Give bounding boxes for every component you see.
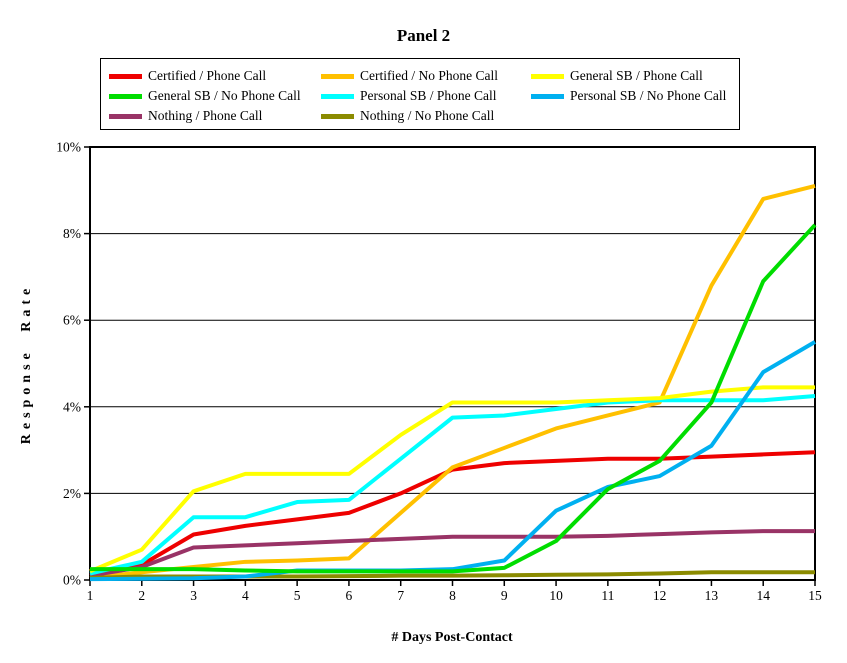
y-tick-label: 6% bbox=[63, 313, 81, 328]
x-tick-label: 5 bbox=[294, 588, 301, 603]
legend-label: Certified / No Phone Call bbox=[360, 68, 498, 83]
series-line-nothing-phone-call bbox=[89, 529, 815, 578]
y-tick-label: 10% bbox=[56, 140, 81, 155]
axes: 0%2%4%6%8%10%1 2 3 4 5 6 7 8 9 10 11 12 13 14 15 bbox=[56, 140, 822, 604]
x-tick-label: 15 bbox=[808, 588, 822, 603]
legend-label: General SB / Phone Call bbox=[570, 68, 703, 83]
x-axis-title: # Days Post-Contact bbox=[391, 630, 513, 645]
series-line-general-sb-phone-call bbox=[89, 385, 815, 574]
x-tick-label: 1 bbox=[87, 588, 94, 603]
x-tick-label: 3 bbox=[190, 588, 197, 603]
x-tick-label: 12 bbox=[653, 588, 667, 603]
legend-item-nothing-phone-call: Nothing / Phone Call bbox=[109, 106, 321, 126]
x-tick-label: 14 bbox=[756, 588, 770, 603]
x-tick-label: 4 bbox=[242, 588, 249, 603]
legend-swatch-certified-phone-call bbox=[109, 73, 142, 79]
legend-item-general-sb-no-phone-call: General SB / No Phone Call bbox=[109, 86, 321, 106]
y-tick-label: 2% bbox=[63, 486, 81, 501]
series-line-personal-sb-no-phone-call bbox=[89, 340, 817, 582]
y-axis-title: Response Rate bbox=[19, 284, 34, 445]
x-tick-label: 6 bbox=[346, 588, 353, 603]
y-tick-label: 4% bbox=[63, 399, 81, 414]
x-tick-label: 2 bbox=[138, 588, 145, 603]
legend-swatch-personal-sb-no-phone-call bbox=[531, 93, 564, 99]
legend-label: Certified / Phone Call bbox=[148, 68, 267, 83]
legend-label: Nothing / No Phone Call bbox=[360, 108, 495, 123]
legend-item-general-sb-phone-call: General SB / Phone Call bbox=[531, 66, 739, 86]
series-line-personal-sb-phone-call bbox=[89, 393, 816, 576]
legend: Certified / Phone Call Certified / No Pho… bbox=[100, 58, 740, 130]
legend-swatch-general-sb-phone-call bbox=[531, 73, 564, 79]
plot-border bbox=[89, 146, 816, 581]
legend-swatch-nothing-no-phone-call bbox=[321, 113, 354, 119]
gridlines bbox=[90, 233, 815, 494]
series-line-general-sb-no-phone-call bbox=[90, 223, 817, 574]
legend-label: General SB / No Phone Call bbox=[148, 88, 301, 103]
legend-item-personal-sb-no-phone-call: Personal SB / No Phone Call bbox=[531, 86, 739, 106]
data-series bbox=[89, 184, 817, 582]
legend-label: Nothing / Phone Call bbox=[148, 108, 263, 123]
legend-item-nothing-no-phone-call: Nothing / No Phone Call bbox=[321, 106, 531, 126]
x-tick-label: 8 bbox=[449, 588, 456, 603]
legend-label: Personal SB / Phone Call bbox=[360, 88, 497, 103]
legend-item-certified-no-phone-call: Certified / No Phone Call bbox=[321, 66, 531, 86]
y-tick-label: 0% bbox=[63, 573, 81, 588]
legend-item-certified-phone-call: Certified / Phone Call bbox=[109, 66, 321, 86]
x-tick-label: 7 bbox=[397, 588, 404, 603]
legend-item-personal-sb-phone-call: Personal SB / Phone Call bbox=[321, 86, 531, 106]
legend-swatch-nothing-phone-call bbox=[109, 113, 142, 119]
x-tick-label: 11 bbox=[601, 588, 614, 603]
series-line-certified-no-phone-call bbox=[89, 184, 816, 580]
x-tick-label: 9 bbox=[501, 588, 508, 603]
y-tick-label: 8% bbox=[63, 226, 81, 241]
x-tick-label: 10 bbox=[549, 588, 563, 603]
legend-swatch-certified-no-phone-call bbox=[321, 73, 354, 79]
legend-label: Personal SB / No Phone Call bbox=[570, 88, 727, 103]
series-line-certified-phone-call bbox=[89, 450, 816, 578]
chart-title: Panel 2 bbox=[396, 26, 451, 45]
legend-swatch-personal-sb-phone-call bbox=[321, 93, 354, 99]
x-tick-label: 13 bbox=[705, 588, 719, 603]
legend-swatch-general-sb-no-phone-call bbox=[109, 93, 142, 99]
